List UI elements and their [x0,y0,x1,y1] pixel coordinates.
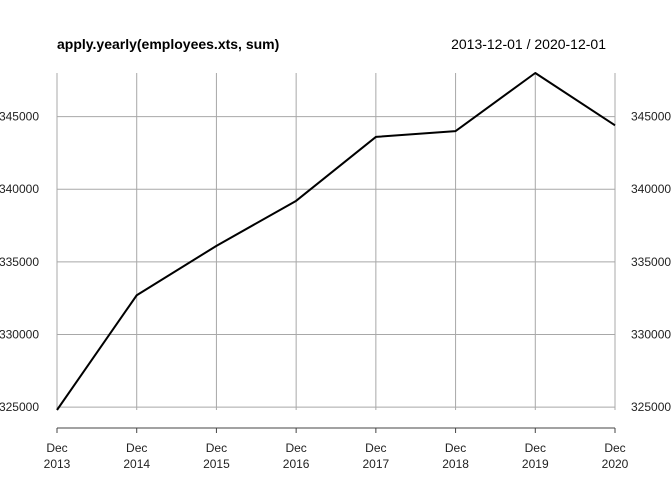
chart-title: apply.yearly(employees.xts, sum) [57,36,279,52]
y-tick-label-left: 340000 [0,182,39,196]
axes [56,427,616,433]
y-tick-label-right: 345000 [631,110,671,124]
series-group [56,72,616,411]
series-line [56,72,616,411]
date-range-label: 2013-12-01 / 2020-12-01 [451,36,606,52]
y-tick-label-left: 335000 [0,255,39,269]
x-tick-label-year: 2018 [442,457,469,471]
y-tick-label-right: 330000 [631,327,671,341]
x-tick-label-month: Dec [285,441,306,455]
y-tick-label-left: 325000 [0,400,39,414]
grid [56,73,616,410]
x-tick-label-month: Dec [126,441,147,455]
x-tick-label-month: Dec [206,441,227,455]
y-tick-label-right: 335000 [631,255,671,269]
tick-labels: 325000 325000 330000 330000 335000 335000 3400… [0,110,671,471]
x-tick-label-year: 2016 [283,457,310,471]
y-tick-label-right: 325000 [631,400,671,414]
x-tick-label-month: Dec [445,441,466,455]
x-tick-label-year: 2013 [44,457,71,471]
y-tick-label-left: 345000 [0,110,39,124]
x-tick-label-year: 2017 [363,457,390,471]
x-tick-label-year: 2015 [203,457,230,471]
x-tick-label-month: Dec [525,441,546,455]
y-tick-label-left: 330000 [0,327,39,341]
x-tick-label-month: Dec [46,441,67,455]
y-tick-label-right: 340000 [631,182,671,196]
x-tick-label-year: 2020 [602,457,629,471]
x-tick-label-month: Dec [604,441,625,455]
x-tick-label-year: 2014 [123,457,150,471]
x-tick-label-month: Dec [365,441,386,455]
x-tick-label-year: 2019 [522,457,549,471]
